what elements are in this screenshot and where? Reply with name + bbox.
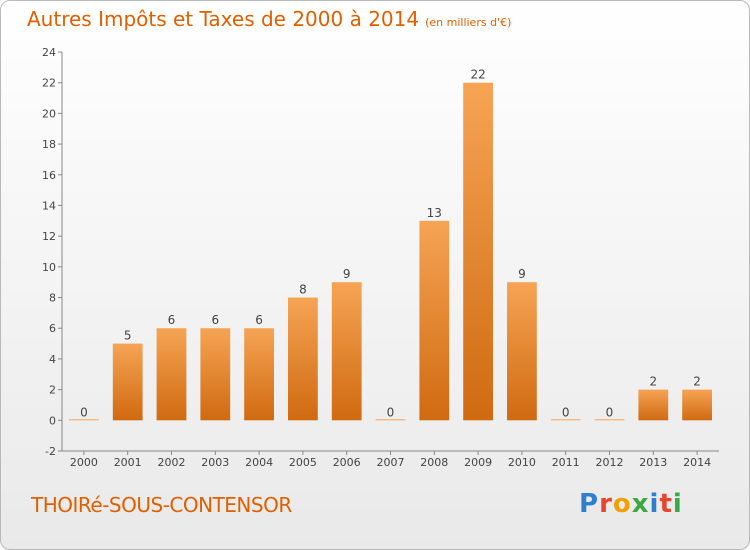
x-tick-label-2002: 2002 [158,456,186,469]
y-tick-label: 20 [42,107,56,120]
y-tick-label: 22 [42,77,56,90]
data-label-2007: 0 [387,405,395,419]
y-tick-label: 12 [42,230,56,243]
x-tick-label-2006: 2006 [333,456,361,469]
data-label-2001: 5 [124,329,132,343]
data-label-2004: 6 [255,313,263,327]
y-tick-label: 18 [42,138,56,151]
logo-letter: i [649,489,660,519]
y-tick-label: 16 [42,169,56,182]
x-tick-label-2013: 2013 [639,456,667,469]
logo-letter: x [631,489,650,519]
y-tick-label: 10 [42,261,56,274]
logo-letter: o [612,489,632,519]
data-label-2012: 0 [606,405,614,419]
data-label-2002: 6 [168,313,176,327]
x-tick-label-2008: 2008 [420,456,448,469]
x-tick-label-2010: 2010 [508,456,536,469]
bar-2008 [419,220,450,421]
y-tick-label: 8 [49,292,56,305]
x-tick-label-2000: 2000 [70,456,98,469]
bar-2013 [638,389,669,421]
data-label-2010: 9 [518,267,526,281]
bar-2005 [288,297,318,421]
chart-subtitle: (en milliers d'€) [425,16,512,29]
x-tick-label-2011: 2011 [552,456,580,469]
proxiti-logo: Proxiti [579,489,683,519]
bar-2002 [156,328,187,421]
data-label-2013: 2 [649,375,657,389]
x-tick-label-2001: 2001 [114,456,142,469]
x-tick-label-2003: 2003 [201,456,229,469]
bar-2003 [200,328,231,421]
logo-letter: P [579,489,600,519]
y-tick-label: 6 [49,322,56,335]
bar-2014 [682,389,712,421]
logo-letter: i [672,489,683,519]
data-label-2011: 0 [562,405,570,419]
x-tick-label-2012: 2012 [596,456,624,469]
x-tick-label-2004: 2004 [245,456,273,469]
chart-title: Autres Impôts et Taxes de 2000 à 2014 (en… [27,7,511,31]
data-label-2003: 6 [211,313,219,327]
x-tick-label-2007: 2007 [377,456,405,469]
data-label-2006: 9 [343,267,351,281]
data-label-2014: 2 [693,375,701,389]
y-tick-label: 24 [42,46,56,59]
chart-bars [69,82,712,421]
data-label-2005: 8 [299,283,307,297]
chart-title-text: Autres Impôts et Taxes de 2000 à 2014 [27,7,420,31]
bar-2004 [244,328,274,421]
logo-letter: t [659,489,673,519]
bar-2007 [375,419,406,421]
x-tick-label-2005: 2005 [289,456,317,469]
logo-letter: r [599,489,613,519]
bar-2001 [112,343,143,421]
bar-2010 [507,282,537,421]
bar-2011 [550,419,581,421]
y-tick-label: 4 [49,353,56,366]
y-tick-label: 14 [42,199,56,212]
y-tick-label: -2 [45,445,56,458]
y-tick-label: 2 [49,384,56,397]
bar-2012 [594,419,625,421]
bar-2000 [69,419,99,421]
y-tick-label: 0 [49,414,56,427]
data-label-2009: 22 [470,68,485,82]
data-label-2000: 0 [80,405,88,419]
x-tick-label-2014: 2014 [683,456,711,469]
bar-2006 [331,282,362,421]
x-tick-label-2009: 2009 [464,456,492,469]
data-label-2008: 13 [427,206,442,220]
commune-name: THOIRé-SOUS-CONTENSOR [31,493,292,517]
bar-2009 [463,82,493,421]
